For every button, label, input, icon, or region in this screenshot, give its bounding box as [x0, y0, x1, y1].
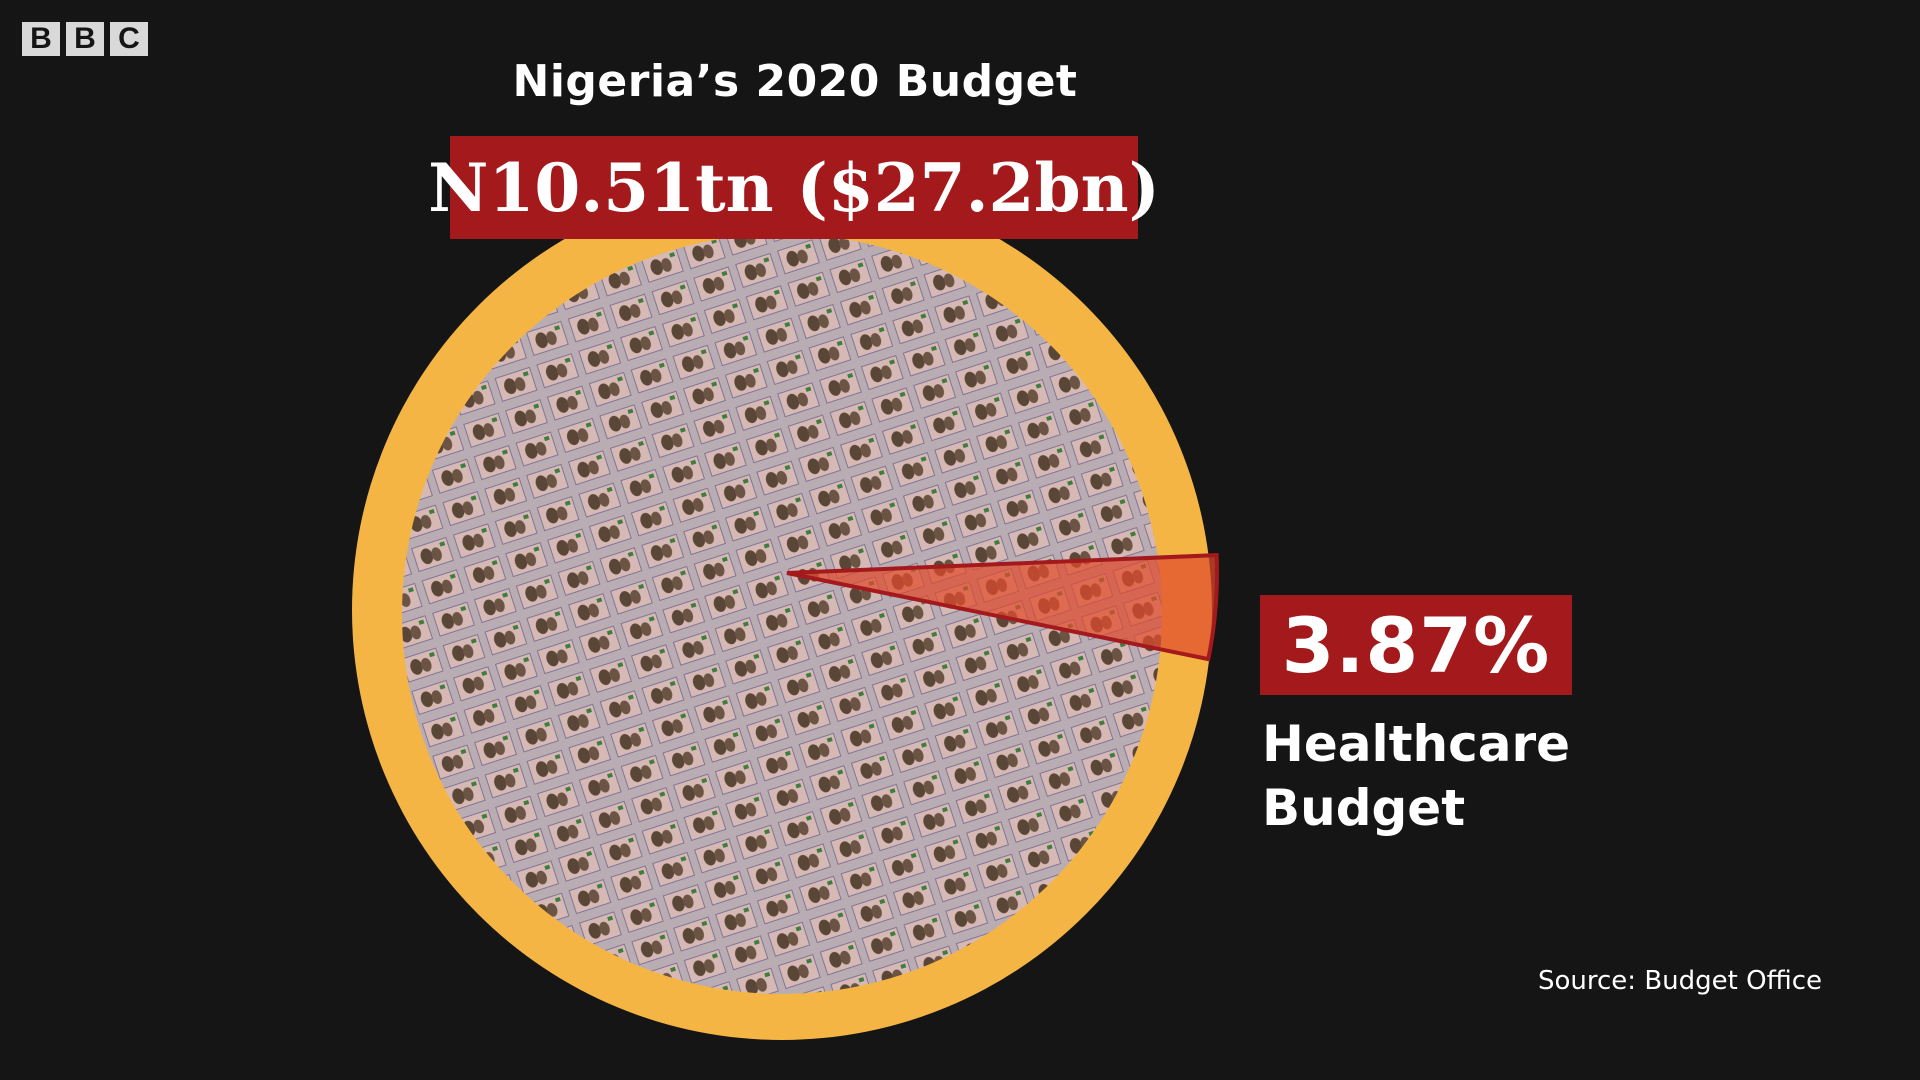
healthcare-percentage-value: 3.87%: [1281, 600, 1551, 690]
chart-title: Nigeria’s 2020 Budget: [512, 56, 1078, 107]
healthcare-percentage-badge: 3.87%: [1260, 595, 1572, 695]
pie-group: [352, 180, 1219, 1040]
source-note: Source: Budget Office: [1538, 966, 1822, 996]
total-budget-value: N10.51tn ($27.2bn): [428, 148, 1160, 227]
healthcare-budget-label: Healthcare Budget: [1262, 715, 1571, 837]
logo-letter: B: [22, 22, 60, 56]
bbc-logo: B B C: [22, 22, 148, 56]
naira-banknote-icon: [402, 234, 1162, 994]
healthcare-slice: [786, 553, 1219, 662]
total-budget-badge: N10.51tn ($27.2bn): [428, 136, 1160, 239]
logo-letter: B: [66, 22, 104, 56]
logo-letter: C: [110, 22, 148, 56]
